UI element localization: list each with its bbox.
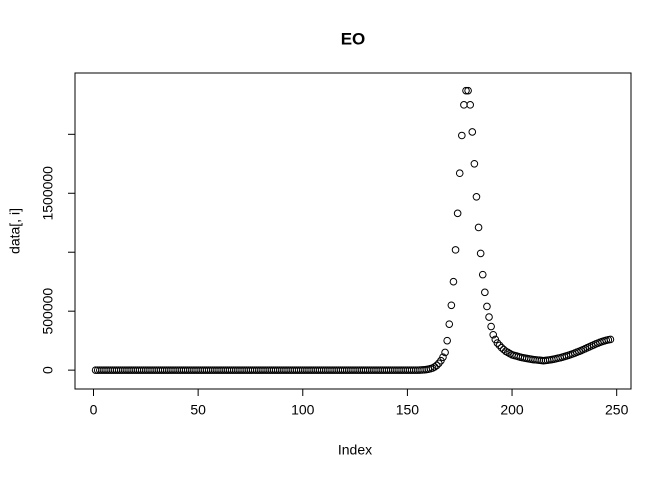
data-point bbox=[435, 359, 443, 368]
chart-title: EO bbox=[341, 29, 366, 48]
data-point bbox=[481, 288, 489, 297]
x-tick-label: 200 bbox=[500, 402, 524, 418]
data-point bbox=[478, 270, 487, 279]
data-point bbox=[468, 128, 477, 136]
plot-frame bbox=[74, 72, 632, 390]
data-point bbox=[472, 193, 481, 201]
data-point bbox=[451, 246, 460, 254]
data-point bbox=[464, 86, 472, 95]
data-point bbox=[462, 86, 470, 95]
data-point bbox=[495, 341, 504, 350]
data-point bbox=[485, 313, 493, 321]
data-point bbox=[470, 159, 479, 168]
data-point bbox=[493, 339, 502, 347]
x-tick-label: 50 bbox=[190, 402, 206, 418]
data-point bbox=[487, 322, 495, 331]
data-point bbox=[606, 335, 615, 344]
data-point bbox=[439, 353, 447, 361]
data-point bbox=[489, 330, 498, 339]
data-point bbox=[430, 363, 439, 371]
data-point bbox=[455, 169, 464, 178]
y-tick-label: 500000 bbox=[40, 288, 56, 335]
x-tick-label: 100 bbox=[291, 402, 315, 418]
data-point bbox=[466, 101, 474, 109]
y-tick-label: 1500000 bbox=[40, 166, 56, 221]
y-tick-label: 0 bbox=[40, 366, 56, 374]
data-point bbox=[453, 209, 462, 218]
data-point bbox=[441, 348, 449, 357]
x-tick-label: 150 bbox=[396, 402, 420, 418]
x-tick-label: 0 bbox=[90, 402, 98, 418]
data-point bbox=[447, 301, 456, 310]
data-point bbox=[483, 302, 491, 311]
data-point bbox=[445, 320, 454, 328]
data-point bbox=[432, 361, 441, 370]
data-point bbox=[474, 223, 483, 232]
data-point bbox=[460, 101, 468, 109]
data-point bbox=[458, 131, 466, 140]
y-axis-label: data[, i] bbox=[7, 208, 23, 254]
data-point bbox=[443, 336, 451, 345]
x-axis-label: Index bbox=[338, 442, 372, 458]
data-point bbox=[476, 249, 485, 258]
x-tick-label: 250 bbox=[605, 402, 629, 418]
data-point bbox=[449, 277, 458, 286]
